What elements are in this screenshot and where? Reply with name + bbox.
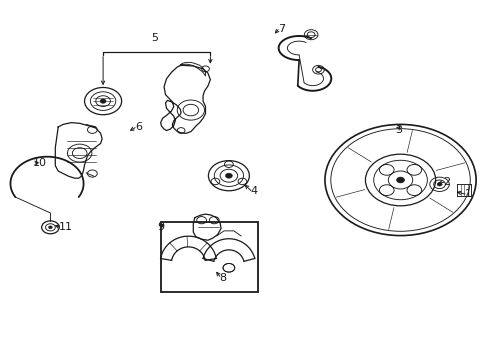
Text: 1: 1 — [464, 189, 471, 199]
Circle shape — [436, 183, 441, 186]
Bar — [160, 222, 258, 292]
Circle shape — [225, 173, 232, 178]
Text: 7: 7 — [277, 24, 284, 34]
Text: 3: 3 — [395, 125, 402, 135]
Text: 11: 11 — [59, 222, 73, 232]
Text: 2: 2 — [443, 177, 449, 187]
Text: 10: 10 — [32, 158, 46, 168]
Text: 9: 9 — [158, 222, 164, 232]
Circle shape — [396, 177, 404, 183]
Text: 4: 4 — [250, 186, 257, 197]
Text: 6: 6 — [135, 122, 142, 132]
Text: 8: 8 — [219, 273, 226, 283]
Circle shape — [100, 99, 106, 103]
Text: 5: 5 — [151, 33, 158, 43]
Circle shape — [48, 226, 52, 229]
